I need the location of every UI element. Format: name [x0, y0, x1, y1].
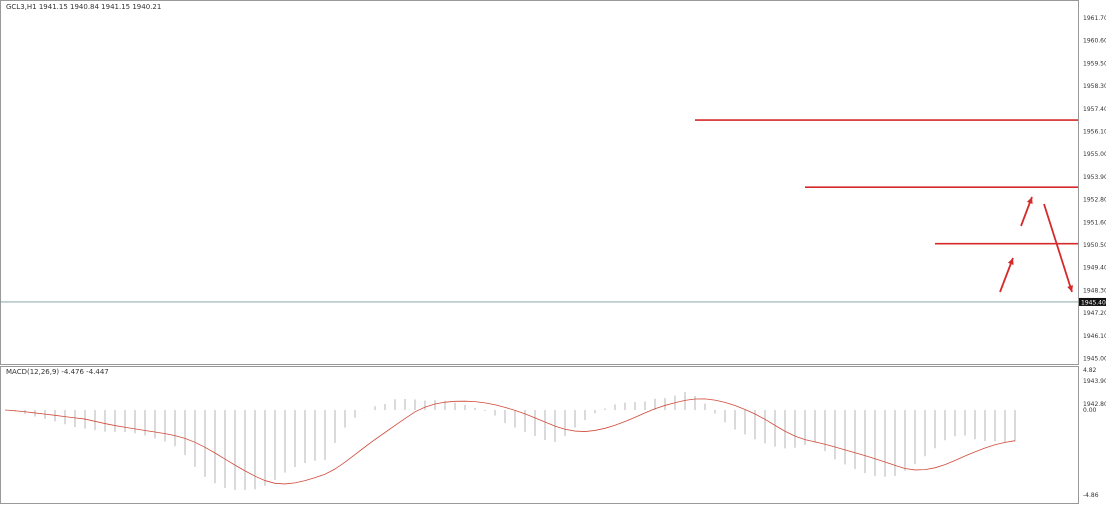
- price-axis-tick: 1943.90: [1083, 378, 1106, 385]
- current-price-marker: [1079, 297, 1106, 306]
- price-axis-tick: 1959.50: [1083, 60, 1106, 67]
- current-price-label: 1945.40: [1081, 299, 1106, 306]
- price-axis-tick: 1951.60: [1083, 219, 1106, 226]
- price-axis-tick: 1953.90: [1083, 174, 1106, 181]
- price-axis-tick: 1948.30: [1083, 287, 1106, 294]
- price-axis-tick: 1946.10: [1083, 333, 1106, 340]
- macd-axis-tick: 4.82: [1083, 367, 1097, 374]
- arrow-head-icon: [1007, 258, 1014, 265]
- price-axis-tick: 1955.00: [1083, 151, 1106, 158]
- price-axis-tick: 1952.80: [1083, 197, 1106, 204]
- price-axis-tick: 1947.20: [1083, 310, 1106, 317]
- annotation-arrow: [1043, 203, 1073, 293]
- price-axis-tick: 1956.10: [1083, 129, 1106, 136]
- macd-signal-line: [4, 398, 1016, 485]
- macd-panel-frame: [0, 366, 1079, 504]
- price-axis-tick: 1961.70: [1083, 15, 1106, 22]
- price-axis-tick: 1945.00: [1083, 356, 1106, 363]
- price-axis-tick: 1949.40: [1083, 265, 1106, 272]
- price-axis-tick: 1942.80: [1083, 401, 1106, 408]
- macd-axis-tick: -4.86: [1083, 492, 1099, 499]
- arrow-head-icon: [1026, 197, 1033, 204]
- macd-header: MACD(12,26,9) -4.476 -4.447: [6, 368, 109, 376]
- price-axis-tick: 1958.30: [1083, 83, 1106, 90]
- price-axis-tick: 1950.50: [1083, 242, 1106, 249]
- price-axis-tick: 1960.60: [1083, 38, 1106, 45]
- chart-header: GCL3,H1 1941.15 1940.84 1941.15 1940.21: [6, 3, 162, 11]
- price-panel-frame: [0, 0, 1079, 365]
- macd-axis-tick: 0.00: [1083, 407, 1097, 414]
- arrow-head-icon: [1067, 285, 1073, 292]
- price-axis-tick: 1957.40: [1083, 106, 1106, 113]
